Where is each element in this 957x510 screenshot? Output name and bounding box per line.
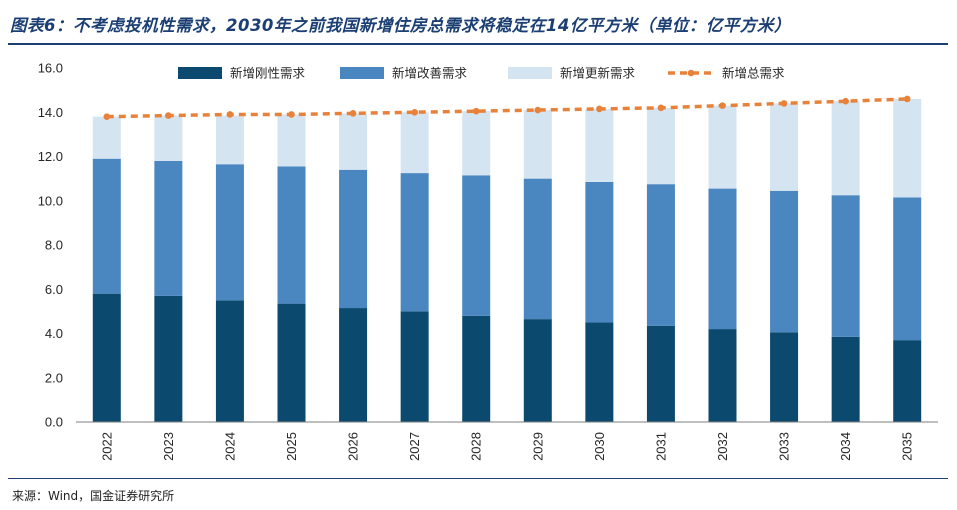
legend-label-total: 新增总需求 [722, 66, 785, 81]
bar-improve [462, 175, 491, 316]
bar-renew [770, 103, 799, 191]
legend-swatch-renew [508, 67, 552, 79]
bar-improve [339, 169, 368, 309]
bar-rigid [893, 340, 922, 422]
x-tick-label: 2035 [900, 432, 915, 461]
point-total [411, 108, 418, 116]
y-tick-label: 14.0 [38, 105, 63, 120]
point-total [165, 112, 172, 119]
bar-improve [154, 160, 183, 296]
title-divider [8, 43, 948, 45]
bar-improve [400, 173, 429, 312]
bar-renew [585, 108, 614, 182]
x-tick-label: 2032 [715, 432, 730, 461]
bar-rigid [154, 295, 183, 422]
bar-renew [646, 107, 675, 185]
bar-improve [215, 164, 244, 301]
point-total [349, 110, 357, 117]
bar-rigid [523, 319, 552, 422]
x-tick-label: 2025 [284, 432, 299, 461]
x-tick-label: 2022 [99, 432, 114, 461]
bar-improve [770, 190, 799, 333]
point-total [719, 102, 726, 109]
x-tick-label: 2024 [222, 432, 237, 461]
legend-label-rigid: 新增刚性需求 [230, 66, 306, 81]
legend: 新增刚性需求 新增改善需求 新增更新需求 新增总需求 [178, 66, 785, 81]
y-tick-label: 4.0 [45, 326, 63, 341]
total-line [103, 95, 911, 120]
bar-renew [277, 114, 306, 167]
legend-swatch-improve [340, 67, 384, 79]
stacked-bar-chart: 新增刚性需求 新增改善需求 新增更新需求 新增总需求 0.0 2.0 4.0 6.0 8.0 1… [38, 61, 938, 461]
point-total [596, 105, 603, 113]
bar-renew [154, 115, 183, 161]
bar-renew [400, 112, 429, 174]
x-tick-label: 2033 [777, 432, 792, 461]
bar-renew [215, 115, 244, 165]
bar-renew [893, 98, 922, 198]
bar-renew [708, 105, 737, 189]
x-tick-label: 2030 [592, 432, 607, 461]
y-tick-label: 2.0 [45, 370, 63, 385]
line-total [106, 97, 908, 119]
chart-title: 图表6：不考虑投机性需求，2030年之前我国新增住房总需求将稳定在14亿平方米（… [10, 16, 791, 35]
bar-rigid [770, 332, 799, 422]
bar-rigid [400, 311, 429, 422]
x-tick-label: 2027 [407, 432, 422, 461]
point-total [903, 95, 911, 103]
bar-improve [92, 158, 121, 294]
y-tick-label: 12.0 [38, 149, 63, 164]
x-tick-label: 2026 [346, 432, 361, 461]
bar-improve [585, 181, 614, 323]
point-total [657, 104, 665, 112]
bar-rigid [215, 300, 244, 422]
point-total [226, 111, 234, 118]
legend-label-renew: 新增更新需求 [560, 66, 636, 81]
source-note: 来源：Wind，国金证券研究所 [12, 489, 175, 503]
y-axis: 0.0 2.0 4.0 6.0 8.0 10.0 12.0 14.0 16.0 [38, 61, 63, 430]
bar-renew [831, 101, 860, 196]
bar-improve [831, 195, 860, 337]
bar-improve [708, 188, 737, 330]
point-total [842, 97, 849, 105]
y-tick-label: 10.0 [38, 193, 63, 208]
point-total [103, 113, 111, 120]
bar-renew [339, 113, 368, 170]
bar-rigid [339, 308, 368, 422]
bar-improve [893, 197, 922, 341]
bar-renew [523, 110, 552, 179]
y-tick-label: 16.0 [38, 61, 63, 76]
bar-renew [462, 111, 491, 176]
legend-label-improve: 新增改善需求 [392, 66, 468, 81]
point-total [534, 106, 542, 114]
y-tick-label: 8.0 [45, 238, 63, 253]
bar-renew [92, 116, 121, 159]
y-tick-label: 0.0 [45, 415, 63, 430]
point-total [472, 107, 480, 115]
x-tick-label: 2031 [653, 432, 668, 461]
source-divider [8, 478, 948, 479]
bar-rigid [831, 336, 860, 422]
bar-rigid [92, 293, 121, 422]
bar-rigid [585, 322, 614, 422]
y-tick-label: 6.0 [45, 282, 63, 297]
bar-rigid [277, 303, 306, 422]
bars [92, 98, 922, 422]
bar-improve [277, 166, 306, 304]
bar-improve [646, 184, 675, 326]
x-axis: 2022 2023 2024 2025 2026 2027 2028 2029 2030 2031… [76, 421, 938, 461]
point-total [288, 111, 295, 118]
x-tick-label: 2029 [530, 432, 545, 461]
x-tick-label: 2023 [161, 432, 176, 461]
bar-rigid [462, 315, 491, 422]
bar-improve [523, 178, 552, 320]
point-total [780, 100, 788, 107]
legend-swatch-rigid [178, 67, 222, 79]
x-tick-label: 2034 [838, 432, 853, 461]
bar-rigid [646, 325, 675, 422]
bar-rigid [708, 329, 737, 422]
legend-marker-total [687, 69, 695, 77]
x-tick-label: 2028 [469, 432, 484, 461]
